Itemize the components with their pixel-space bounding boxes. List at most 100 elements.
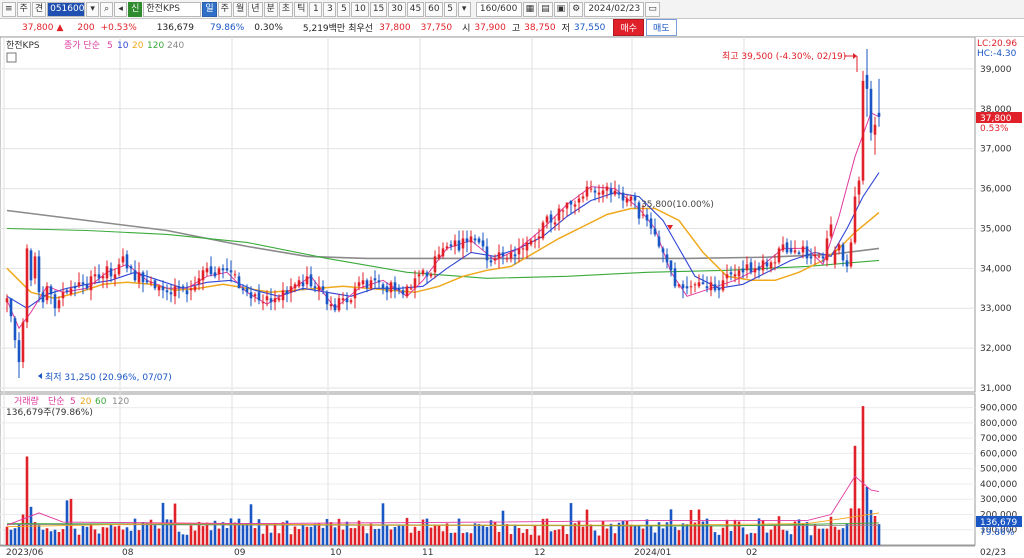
sell-button[interactable]: 매도	[645, 19, 677, 36]
volume-bar	[277, 533, 281, 545]
candle-body	[605, 186, 609, 191]
save-icon[interactable]: ▣	[553, 1, 569, 17]
tab-tick[interactable]: 틱	[294, 1, 309, 17]
period-type-select[interactable]: 주	[16, 1, 31, 17]
calendar-icon[interactable]: ▭	[645, 1, 660, 17]
volume-bar	[449, 532, 453, 545]
candle-body	[469, 236, 473, 243]
candle-body	[413, 278, 417, 289]
volume-bar	[57, 532, 61, 545]
candle-body	[869, 88, 873, 133]
candle-body	[213, 272, 217, 277]
volume-bar	[773, 524, 777, 545]
tab-year[interactable]: 년	[248, 1, 263, 17]
volume-bar	[197, 521, 201, 545]
volume-bar	[821, 528, 825, 545]
tab-minute[interactable]: 분	[263, 1, 278, 17]
minute-15[interactable]: 15	[369, 1, 388, 17]
candle-body	[753, 268, 757, 273]
volume-bar	[365, 533, 369, 545]
turnover-ratio: 0.30%	[254, 22, 283, 33]
price-chart[interactable]: 39,000 38,000 37,000 36,000 35,000 34,000 33,0…	[0, 37, 1024, 558]
tab-month[interactable]: 월	[232, 1, 248, 17]
volume-bar	[597, 535, 601, 545]
candle-body	[53, 294, 57, 309]
search-icon[interactable]: ⌕	[100, 1, 114, 17]
data-count-field[interactable]: 160/600	[475, 1, 522, 17]
candle-body	[201, 270, 205, 281]
legend-toggle-icon[interactable]	[6, 52, 17, 63]
candle-body	[97, 274, 101, 279]
minute-10[interactable]: 10	[351, 1, 369, 17]
volume-bar	[497, 531, 501, 545]
minute-45[interactable]: 45	[406, 1, 425, 17]
price-tick-label: 33,000	[980, 304, 1012, 314]
volume-bar	[505, 524, 509, 545]
candle-body	[629, 196, 633, 201]
menu-button[interactable]: ≡	[2, 1, 16, 17]
date-field[interactable]: 2024/02/23	[584, 1, 645, 17]
minute-3[interactable]: 3	[323, 1, 337, 17]
volume-bar	[721, 527, 725, 545]
tab-week[interactable]: 주	[217, 1, 232, 17]
interval-dropdown-icon[interactable]: ▾	[457, 1, 471, 17]
volume-bar	[185, 534, 189, 545]
vol-legend-ma60: 60	[95, 397, 107, 407]
price-tick-label: 34,000	[980, 264, 1012, 274]
volume-bar	[381, 503, 385, 545]
candle-body	[205, 268, 209, 273]
volume-bar	[285, 520, 289, 545]
volume-bar	[601, 521, 605, 545]
table-icon[interactable]: ▤	[538, 1, 553, 17]
candle-body	[417, 274, 421, 277]
candle-body	[301, 282, 305, 287]
volume-bar	[397, 525, 401, 545]
volume-bar	[441, 531, 445, 545]
grid-icon[interactable]: ▦	[522, 1, 538, 17]
candle-body	[449, 244, 453, 247]
candle-body	[361, 280, 365, 285]
candle-body	[697, 282, 701, 287]
candle-body	[789, 248, 793, 253]
volume-bar	[77, 534, 81, 545]
candle-body	[165, 290, 169, 293]
interval-select[interactable]: 5	[443, 1, 457, 17]
buy-button[interactable]: 매수	[613, 19, 644, 36]
candle-body	[129, 266, 133, 269]
tab-second[interactable]: 초	[278, 1, 294, 17]
volume-bar	[861, 406, 865, 545]
volume-bar	[253, 528, 257, 545]
low-label: 저	[561, 24, 570, 34]
tab-day[interactable]: 일	[202, 1, 217, 17]
stock-search-button[interactable]: 견	[31, 1, 47, 17]
candle-body	[21, 322, 25, 363]
candle-body	[17, 340, 21, 363]
settings-icon[interactable]: ⚙	[569, 1, 584, 17]
code-dropdown-icon[interactable]: ▾	[86, 1, 100, 17]
candle-body	[317, 286, 321, 291]
prev-stock-icon[interactable]: ◂	[114, 1, 128, 17]
candle-body	[273, 298, 277, 303]
minute-1[interactable]: 1	[309, 1, 323, 17]
volume-bar	[817, 528, 821, 545]
candle-body	[497, 252, 501, 259]
minute-30[interactable]: 30	[388, 1, 406, 17]
price-tick-label: 36,000	[980, 185, 1012, 195]
volume-bar	[745, 534, 749, 545]
volume-bar	[113, 526, 117, 545]
stock-code-input[interactable]: 051600	[47, 1, 86, 17]
candle-body	[241, 288, 245, 291]
candle-body	[85, 284, 89, 289]
minute-60[interactable]: 60	[425, 1, 443, 17]
candle-body	[253, 294, 257, 297]
candle-body	[189, 288, 193, 291]
candle-body	[509, 252, 513, 259]
minute-5[interactable]: 5	[337, 1, 351, 17]
candle-body	[745, 264, 749, 271]
vol-ma-line-ma5	[6, 475, 880, 526]
volume-bar	[521, 532, 525, 545]
price-tick-label: 37,000	[980, 145, 1012, 155]
candle-body	[501, 252, 505, 257]
volume-bar	[437, 525, 441, 545]
volume-bar	[241, 524, 245, 545]
